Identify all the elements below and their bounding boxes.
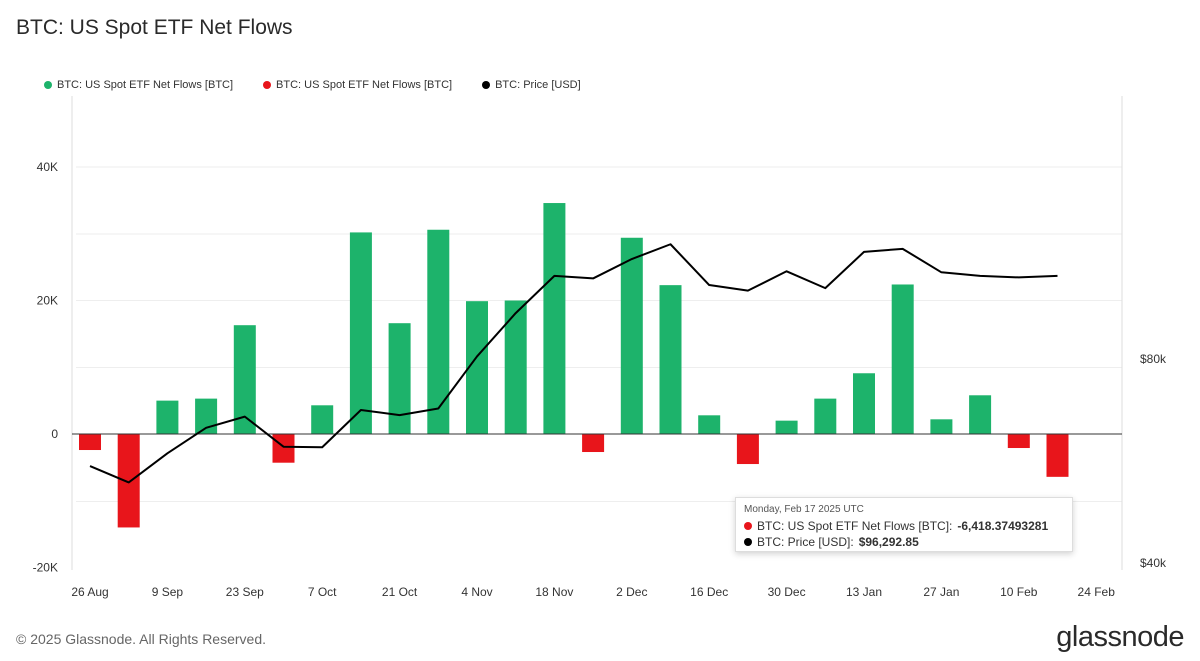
tooltip-price-row: BTC: Price [USD]: $96,292.85 xyxy=(744,534,1064,550)
inflow-bar[interactable] xyxy=(388,323,411,434)
inflow-bar[interactable] xyxy=(233,325,256,434)
left-axis-tick-label: 20K xyxy=(37,294,58,308)
price-line[interactable] xyxy=(89,243,1058,484)
inflow-bar[interactable] xyxy=(814,398,837,434)
tooltip-flow-value: -6,418.37493281 xyxy=(957,519,1049,533)
outflow-bar[interactable] xyxy=(1046,434,1069,477)
tooltip-flow-label: BTC: US Spot ETF Net Flows [BTC]: xyxy=(757,519,953,533)
inflow-bar[interactable] xyxy=(698,415,721,434)
tooltip-flow-row: BTC: US Spot ETF Net Flows [BTC]: -6,418… xyxy=(744,518,1064,534)
left-axis-tick-label: 0 xyxy=(51,427,58,441)
outflow-bar[interactable] xyxy=(736,434,759,465)
tooltip-flow-dot xyxy=(744,522,752,530)
legend-item-price[interactable]: BTC: Price [USD] xyxy=(482,79,581,91)
outflow-bar[interactable] xyxy=(582,434,605,453)
left-axis-tick-label: -20K xyxy=(33,561,58,575)
x-axis-tick-label: 24 Feb xyxy=(1078,585,1116,599)
tooltip-price-value: $96,292.85 xyxy=(858,535,919,549)
legend-swatch-price xyxy=(482,81,491,89)
x-axis-tick-label: 16 Dec xyxy=(690,585,728,599)
outflow-bar[interactable] xyxy=(79,434,101,451)
outflow-bar[interactable] xyxy=(272,434,295,463)
footer-copyright: © 2025 Glassnode. All Rights Reserved. xyxy=(16,631,267,647)
legend-swatch-inflows xyxy=(44,81,52,89)
right-axis-tick-label: $40k xyxy=(1140,556,1167,570)
x-axis-tick-label: 30 Dec xyxy=(768,585,806,599)
left-axis-tick-label: 40K xyxy=(37,160,58,174)
x-axis-tick-label: 23 Sep xyxy=(226,585,264,599)
chart-legend: BTC: US Spot ETF Net Flows [BTC] BTC: US… xyxy=(44,79,581,91)
x-axis-tick-label: 27 Jan xyxy=(923,585,959,599)
inflow-bar[interactable] xyxy=(156,400,179,434)
legend-label-price: BTC: Price [USD] xyxy=(495,79,581,91)
legend-label-outflows: BTC: US Spot ETF Net Flows [BTC] xyxy=(276,79,453,91)
outflow-bar[interactable] xyxy=(117,434,140,528)
hover-tooltip: Monday, Feb 17 2025 UTC BTC: US Spot ETF… xyxy=(735,497,1073,552)
inflow-bar[interactable] xyxy=(620,237,643,434)
x-axis-tick-label: 7 Oct xyxy=(308,585,337,599)
outflow-bar[interactable] xyxy=(1007,434,1030,449)
x-axis-tick-label: 21 Oct xyxy=(382,585,418,599)
inflow-bar[interactable] xyxy=(349,232,372,434)
tooltip-price-label: BTC: Price [USD]: xyxy=(757,535,854,549)
inflow-bar[interactable] xyxy=(775,420,798,434)
x-axis-tick-label: 4 Nov xyxy=(461,585,492,599)
x-axis-tick-label: 18 Nov xyxy=(535,585,573,599)
glassnode-logo: glassnode xyxy=(1056,621,1184,653)
inflow-bar[interactable] xyxy=(466,301,488,434)
legend-swatch-outflows xyxy=(263,81,272,89)
tooltip-date: Monday, Feb 17 2025 UTC xyxy=(744,504,864,515)
x-axis-tick-label: 2 Dec xyxy=(616,585,647,599)
inflow-bar[interactable] xyxy=(891,284,914,434)
x-axis-tick-label: 26 Aug xyxy=(71,585,108,599)
inflow-bar[interactable] xyxy=(930,419,953,434)
inflow-bar[interactable] xyxy=(195,398,218,434)
inflow-bar[interactable] xyxy=(543,203,566,434)
legend-label-inflows: BTC: US Spot ETF Net Flows [BTC] xyxy=(57,79,234,91)
chart-title: BTC: US Spot ETF Net Flows xyxy=(16,16,293,39)
x-axis-tick-label: 9 Sep xyxy=(152,585,184,599)
inflow-bar[interactable] xyxy=(427,229,450,434)
inflow-bar[interactable] xyxy=(311,405,334,434)
inflow-bar[interactable] xyxy=(853,373,875,434)
right-axis-tick-label: $80k xyxy=(1140,352,1167,366)
x-axis-tick-label: 13 Jan xyxy=(846,585,882,599)
legend-item-outflows[interactable]: BTC: US Spot ETF Net Flows [BTC] xyxy=(263,79,452,91)
inflow-bar[interactable] xyxy=(969,395,992,434)
x-axis-tick-label: 10 Feb xyxy=(1000,585,1038,599)
legend-item-inflows[interactable]: BTC: US Spot ETF Net Flows [BTC] xyxy=(44,79,233,91)
inflow-bar[interactable] xyxy=(504,300,527,435)
tooltip-price-dot xyxy=(744,538,752,546)
inflow-bar[interactable] xyxy=(659,285,682,434)
